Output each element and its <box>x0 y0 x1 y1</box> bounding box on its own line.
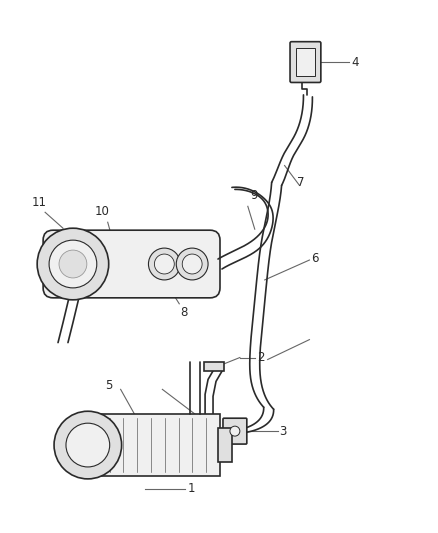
Text: 3: 3 <box>279 425 287 438</box>
Circle shape <box>54 411 122 479</box>
Circle shape <box>148 248 180 280</box>
Text: 4: 4 <box>351 55 359 69</box>
Text: 2: 2 <box>257 351 264 364</box>
Text: 5: 5 <box>105 379 113 392</box>
Circle shape <box>176 248 208 280</box>
Text: 7: 7 <box>297 176 305 189</box>
Circle shape <box>49 240 97 288</box>
FancyBboxPatch shape <box>43 230 220 298</box>
Circle shape <box>66 423 110 467</box>
FancyBboxPatch shape <box>290 42 321 83</box>
Circle shape <box>37 228 109 300</box>
Text: 11: 11 <box>31 196 46 209</box>
Bar <box>218 428 232 462</box>
Circle shape <box>182 254 202 274</box>
Circle shape <box>155 254 174 274</box>
Bar <box>86 414 220 476</box>
Bar <box>204 361 224 372</box>
Bar <box>296 48 315 76</box>
FancyBboxPatch shape <box>223 418 247 444</box>
Text: 10: 10 <box>95 205 110 218</box>
Text: 1: 1 <box>187 482 195 495</box>
Text: 6: 6 <box>311 252 319 264</box>
Circle shape <box>230 426 240 436</box>
Circle shape <box>59 250 87 278</box>
Text: 8: 8 <box>180 306 187 319</box>
Text: 9: 9 <box>250 189 257 203</box>
